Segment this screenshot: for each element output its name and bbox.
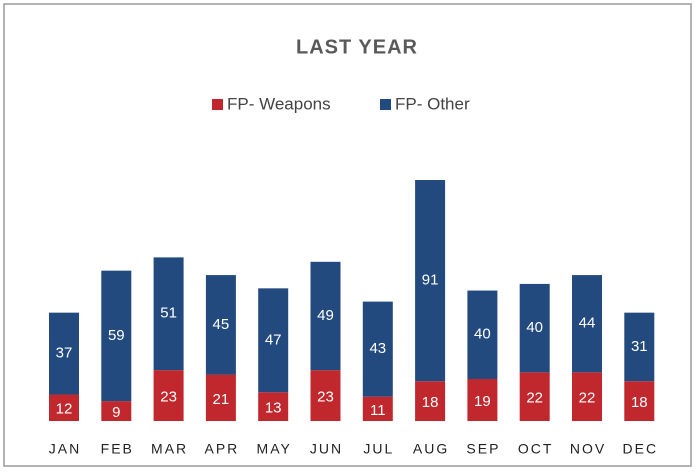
- bar-segment: [205, 275, 236, 375]
- data-label: 13: [265, 400, 282, 417]
- data-label: 22: [526, 390, 543, 407]
- bar-segment: [49, 312, 79, 395]
- x-tick-label: NOV: [570, 441, 606, 457]
- bar-segment: [415, 381, 446, 421]
- data-label: 37: [56, 345, 73, 362]
- x-tick-label: DEC: [623, 441, 659, 457]
- bar-segment: [624, 381, 655, 421]
- bar-segment: [153, 257, 184, 371]
- legend-swatch: [212, 99, 223, 110]
- x-tick-label: SEP: [466, 441, 500, 457]
- bar-segment: [205, 374, 236, 421]
- data-label: 31: [631, 338, 648, 355]
- legend-swatch: [380, 99, 391, 110]
- data-label: 44: [579, 315, 596, 332]
- x-tick-label: FEB: [101, 441, 134, 457]
- bar-segment: [258, 392, 289, 421]
- bar-segment: [310, 261, 341, 371]
- data-label: 12: [56, 401, 73, 418]
- data-label: 11: [370, 402, 386, 419]
- data-label: 40: [526, 319, 543, 336]
- data-label: 18: [422, 394, 439, 411]
- data-label: 49: [317, 307, 334, 324]
- bar-segment: [467, 290, 498, 379]
- bar-segment: [153, 370, 184, 421]
- x-tick-label: MAR: [151, 441, 188, 457]
- data-label: 18: [631, 394, 648, 411]
- data-label: 23: [317, 389, 334, 406]
- data-label: 40: [474, 326, 491, 343]
- data-label: 23: [160, 389, 177, 406]
- bar-segment: [362, 396, 393, 421]
- data-label: 45: [213, 316, 230, 333]
- legend-label: FP- Weapons: [227, 94, 331, 113]
- x-tick-label: JAN: [49, 441, 81, 457]
- data-label: 19: [474, 393, 491, 410]
- bar-segment: [624, 312, 655, 382]
- x-tick-label: JUL: [363, 441, 394, 457]
- bar-segment: [101, 401, 132, 421]
- bar-segment: [572, 275, 602, 373]
- data-label: 22: [579, 390, 596, 407]
- bar-segment: [362, 301, 393, 397]
- data-label: 43: [369, 340, 386, 357]
- bar-segment: [572, 372, 602, 421]
- data-label: 51: [160, 305, 177, 322]
- x-tick-label: OCT: [518, 441, 554, 457]
- bar-segment: [49, 394, 79, 421]
- bar-segment: [101, 270, 132, 402]
- data-label: 9: [112, 404, 120, 421]
- x-tick-label: APR: [205, 441, 240, 457]
- bar-segment: [467, 378, 498, 421]
- bar-segment: [519, 372, 550, 421]
- x-tick-label: MAY: [257, 441, 292, 457]
- legend-label: FP- Other: [395, 94, 470, 113]
- bar-segment: [415, 180, 446, 382]
- bar-segment: [310, 370, 341, 421]
- bar-segment: [519, 283, 550, 373]
- chart-title: LAST YEAR: [296, 36, 418, 58]
- bar-segment: [258, 288, 289, 393]
- x-tick-label: JUN: [310, 441, 343, 457]
- data-label: 91: [422, 272, 439, 289]
- data-label: 21: [213, 391, 230, 408]
- x-tick-label: AUG: [413, 441, 449, 457]
- data-label: 59: [108, 327, 125, 344]
- data-label: 47: [265, 331, 282, 348]
